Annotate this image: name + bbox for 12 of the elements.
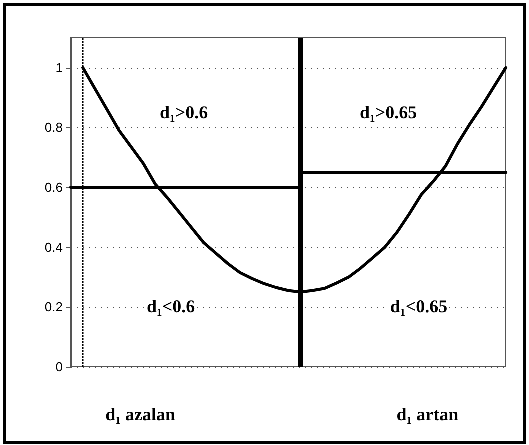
annotation: d₁>0.6 (158, 102, 210, 124)
y-tick-label: 0 (56, 360, 63, 374)
y-tick-label: 0.2 (44, 300, 63, 315)
annotation: d₁<0.6 (144, 296, 198, 318)
y-tick-label: 0.8 (44, 120, 63, 136)
text: d₁ azalan (104, 404, 178, 426)
text: d₁ artan (394, 404, 461, 426)
y-tick-label: 0.6 (44, 180, 63, 196)
annotation: d₁<0.65 (388, 296, 450, 318)
annotation: d₁>0.65 (358, 102, 420, 124)
y-tick-label: 1 (56, 60, 63, 76)
y-tick-label: 0.4 (44, 240, 63, 255)
